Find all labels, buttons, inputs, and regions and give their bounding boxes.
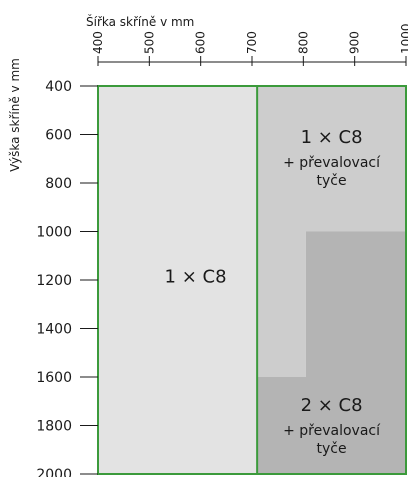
y-tick-label-1600: 1600 <box>36 370 72 386</box>
y-axis-label: Výška skříně v mm <box>8 58 22 172</box>
region-2 <box>257 231 406 474</box>
y-tick-label-800: 800 <box>45 176 72 192</box>
y-tick-label-600: 600 <box>45 128 72 144</box>
x-tick-label-600: 600 <box>194 31 208 54</box>
x-axis-label: Šířka skříně v mm <box>86 14 194 29</box>
y-tick-label-1800: 1800 <box>36 419 72 435</box>
region-label-1: 1 × C8 <box>301 127 363 148</box>
y-tick-label-2000: 2000 <box>36 467 72 477</box>
region-sublabel-1: + převalovací tyče <box>283 155 381 189</box>
x-tick-label-400: 400 <box>91 31 105 54</box>
y-tick-label-1400: 1400 <box>36 322 72 338</box>
regions-layer <box>98 86 406 474</box>
y-tick-label-1200: 1200 <box>36 273 72 289</box>
x-axis: 400 500 600 700 800 900 1000 <box>91 23 408 66</box>
x-tick-label-800: 800 <box>296 31 310 54</box>
x-tick-label-1000: 1000 <box>399 23 408 54</box>
y-tick-label-400: 400 <box>45 79 72 95</box>
region-label-0: 1 × C8 <box>165 266 227 287</box>
y-tick-label-1000: 1000 <box>36 225 72 241</box>
x-tick-label-700: 700 <box>245 31 259 54</box>
region-labels-layer: 1 × C8 1 × C8 + převalovací tyče 2 × C8 + pře… <box>165 127 382 457</box>
y-axis: 400 600 800 1000 1200 1400 1600 1800 2000 <box>36 79 98 477</box>
region-label-2: 2 × C8 <box>301 395 363 416</box>
region-sublabel-2: + převalovací tyče <box>283 423 381 457</box>
region-0 <box>98 86 258 474</box>
x-tick-label-900: 900 <box>348 31 362 54</box>
x-tick-label-500: 500 <box>142 31 156 54</box>
